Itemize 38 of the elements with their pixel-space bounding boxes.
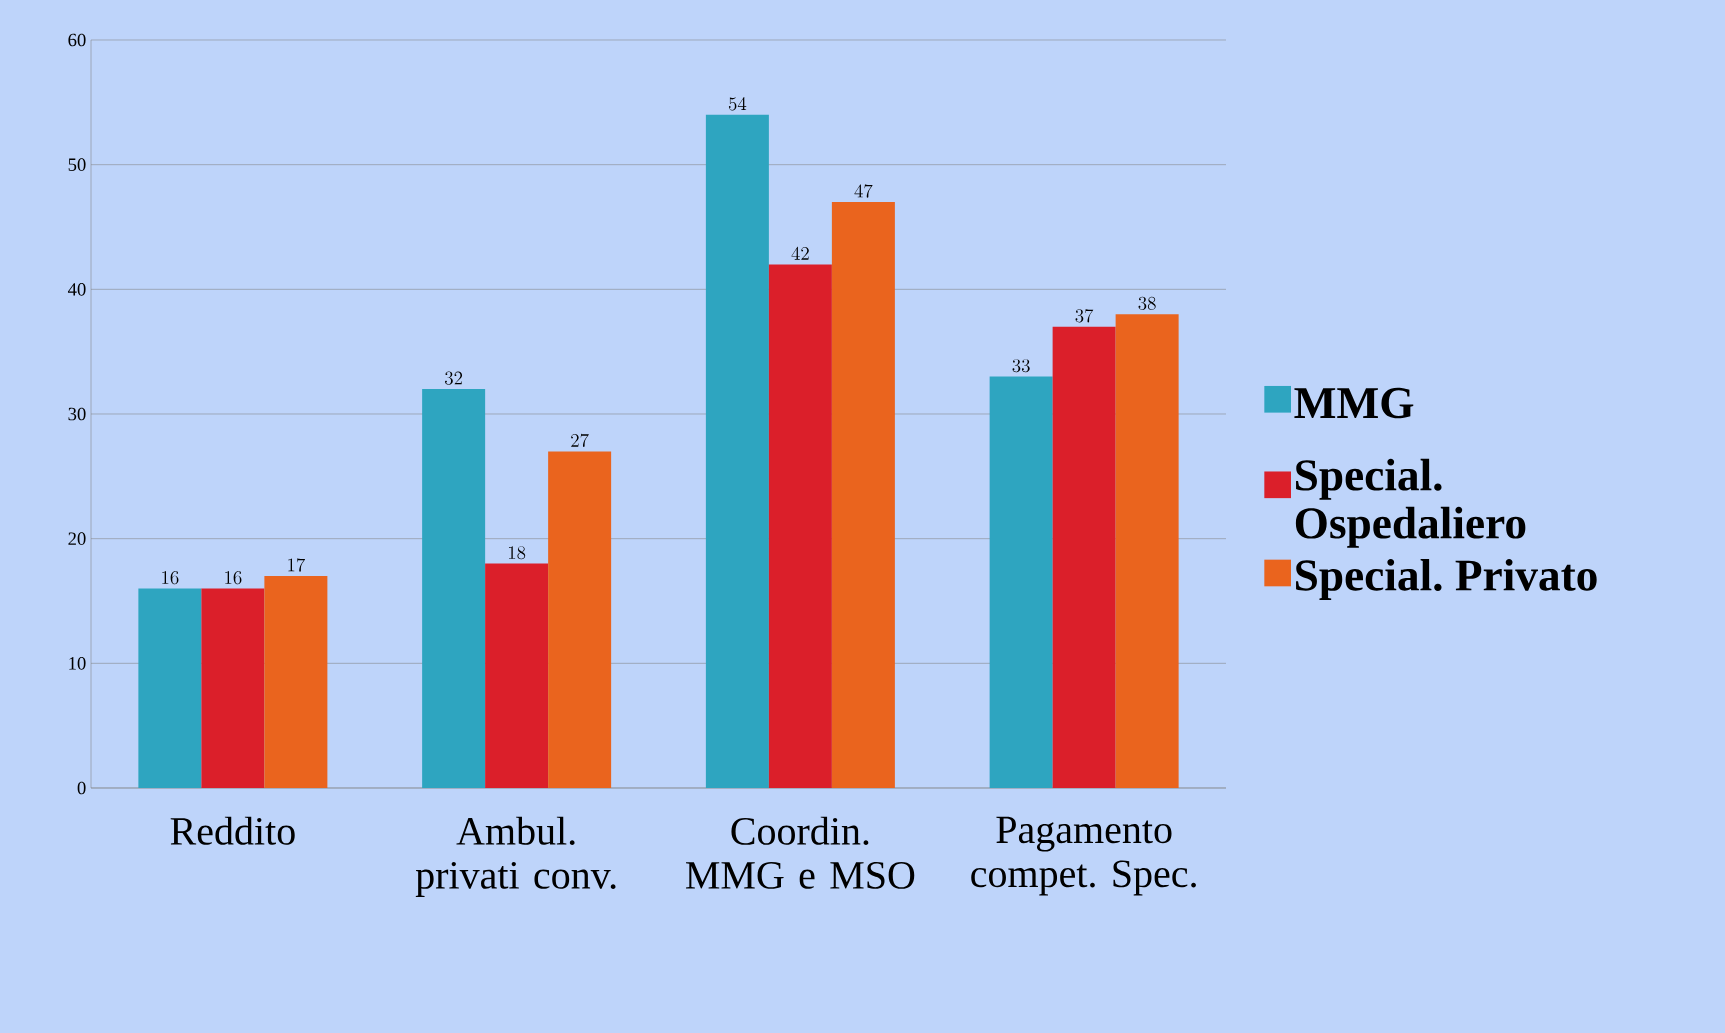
data-label: 16 xyxy=(225,571,242,585)
bar xyxy=(989,376,1053,788)
x-tick-label: Reddito xyxy=(170,816,295,845)
x-tick-label: Ambul. privati conv. xyxy=(415,816,616,897)
bar xyxy=(705,114,769,788)
bar xyxy=(201,588,265,788)
data-label: 32 xyxy=(445,371,463,385)
y-tick-label: 40 xyxy=(67,283,86,296)
x-tick-label: Coordin. MMG e MSO xyxy=(685,816,915,889)
data-label: 47 xyxy=(854,184,873,198)
y-tick-label: 0 xyxy=(77,781,86,795)
bar xyxy=(422,389,486,788)
bar xyxy=(831,202,895,788)
data-label: 37 xyxy=(1075,309,1094,323)
y-tick-label: 50 xyxy=(68,158,86,171)
x-tick-label: Pagamento compet. Spec. xyxy=(971,816,1196,896)
data-label: 17 xyxy=(288,558,305,572)
data-label: 42 xyxy=(791,246,809,260)
bar xyxy=(138,588,202,788)
bar xyxy=(548,451,612,788)
bar xyxy=(485,563,549,788)
legend-label: MMG xyxy=(1294,387,1414,419)
data-label: 54 xyxy=(728,97,747,111)
legend-label: Special. Privato xyxy=(1296,558,1597,601)
legend-label: Special. Ospedaliero xyxy=(1295,458,1526,548)
data-label: 33 xyxy=(1012,359,1030,373)
data-label: 27 xyxy=(571,433,589,448)
y-tick-label: 20 xyxy=(68,532,86,545)
bar xyxy=(768,264,832,788)
y-tick-label: 60 xyxy=(68,33,86,47)
data-label: 18 xyxy=(508,546,526,560)
bar xyxy=(1052,326,1116,788)
y-tick-label: 10 xyxy=(69,657,86,670)
data-label: 38 xyxy=(1138,296,1156,310)
bar xyxy=(264,576,328,788)
bar xyxy=(1115,314,1179,788)
data-label: 16 xyxy=(162,571,179,585)
y-tick-label: 30 xyxy=(68,407,86,421)
